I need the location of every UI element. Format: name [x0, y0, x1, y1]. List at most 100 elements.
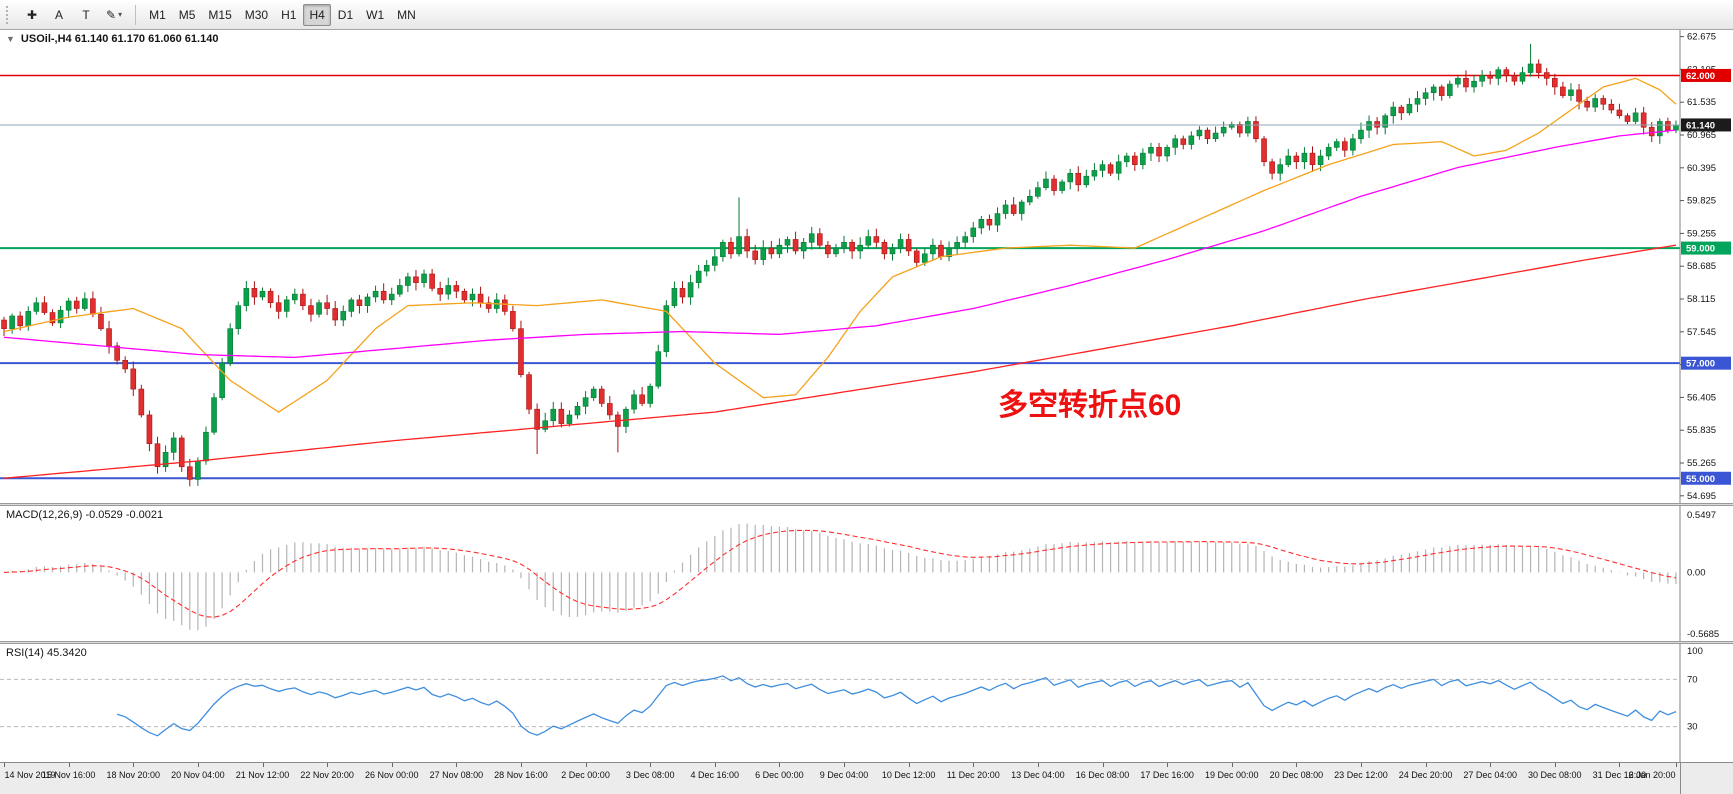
candle: [154, 443, 161, 468]
macd-axis-label: 0.00: [1687, 567, 1706, 578]
candle: [1188, 135, 1195, 145]
candle: [922, 253, 928, 263]
candle: [405, 276, 411, 286]
annotation-text[interactable]: 多空转折点60: [998, 389, 1182, 422]
time-axis[interactable]: 14 Nov 2019 15 Nov 16:00 18 Nov 20:00 20 No…: [0, 762, 1733, 794]
candle: [631, 394, 637, 410]
candle: [784, 239, 791, 246]
text-annotation-button[interactable]: A: [54, 7, 63, 22]
candle: [1035, 187, 1041, 197]
time-tick: [714, 763, 716, 767]
ma-line-MA-fast[interactable]: [3, 77, 1677, 413]
time-tick: [1490, 763, 1492, 767]
candle: [994, 213, 1001, 226]
candle: [445, 285, 452, 295]
candle: [1657, 121, 1663, 137]
time-label: 4 Dec 16:00: [690, 770, 740, 780]
price-badge-label: 62.000: [1686, 71, 1715, 82]
candle: [776, 244, 783, 255]
tf-button-D1[interactable]: D1: [337, 7, 354, 22]
time-label: 20 Nov 04:00: [171, 770, 225, 780]
candle: [316, 302, 322, 315]
candle: [1350, 138, 1356, 151]
candle: [978, 219, 985, 229]
candle: [380, 290, 387, 301]
candle: [1552, 78, 1558, 88]
candle: [235, 305, 242, 329]
time-tick: [520, 763, 522, 767]
text-label-button[interactable]: T: [82, 7, 90, 22]
ma-line-MA-slow[interactable]: [3, 244, 1677, 479]
time-label: 9 Dec 04:00: [819, 770, 869, 780]
price-badge-label: 55.000: [1686, 474, 1715, 485]
toolbar-separator: [135, 4, 137, 25]
candle: [1616, 109, 1623, 117]
tf-button-H1[interactable]: H1: [281, 7, 297, 22]
candle: [1204, 129, 1211, 140]
candle: [17, 315, 23, 327]
time-tick: [1360, 763, 1362, 767]
candle: [744, 236, 750, 252]
time-tick: [1167, 763, 1169, 767]
candle: [219, 362, 225, 398]
price-tick-label: 54.695: [1687, 491, 1716, 502]
crosshair-button[interactable]: ✚: [26, 7, 38, 22]
timeframe-buttons-group: M1 M5 M15 M30 H1 H4 D1 W1 MN: [143, 3, 422, 26]
candle: [1277, 164, 1283, 174]
rsi-axis-label: 70: [1687, 674, 1698, 685]
candle: [938, 244, 944, 258]
candle: [1632, 112, 1639, 122]
tf-button-M30[interactable]: M30: [244, 7, 269, 22]
panel-splitter[interactable]: [0, 503, 1733, 506]
time-tick: [391, 763, 393, 767]
time-tick: [1619, 763, 1621, 767]
time-tick: [1554, 763, 1556, 767]
candle: [1010, 204, 1017, 214]
rsi-axis-label: 30: [1687, 722, 1698, 733]
candle: [1043, 178, 1049, 188]
tf-button-H4[interactable]: H4: [303, 3, 331, 26]
candle: [1471, 80, 1477, 88]
candle: [114, 345, 120, 361]
candle: [1648, 126, 1655, 137]
time-tick: [456, 763, 458, 767]
candle: [897, 239, 904, 249]
candle: [703, 265, 710, 272]
price-badge: [1681, 241, 1731, 255]
one-click-trading-arrow[interactable]: ▼: [6, 34, 15, 44]
candle: [1382, 115, 1388, 128]
tf-button-MN[interactable]: MN: [397, 7, 416, 22]
candle: [1374, 121, 1380, 128]
candle: [849, 242, 855, 252]
time-label: 14 Nov 2019: [4, 770, 56, 780]
tool-buttons-group: ✚ A T ✎ ▾: [19, 4, 128, 26]
draw-objects-button[interactable]: ✎ ▾: [106, 7, 123, 22]
candle: [211, 397, 217, 433]
candle: [1673, 124, 1679, 131]
time-label: 27 Dec 04:00: [1463, 770, 1517, 780]
time-tick: [68, 763, 70, 767]
candle: [130, 368, 137, 390]
candle: [1527, 63, 1534, 73]
candle: [41, 302, 48, 313]
time-tick: [844, 763, 846, 767]
time-label: 10 Dec 12:00: [881, 770, 936, 780]
candle: [1342, 141, 1348, 151]
price-tick-label: 60.395: [1687, 163, 1716, 174]
tf-button-M1[interactable]: M1: [149, 7, 166, 22]
tf-button-W1[interactable]: W1: [366, 7, 385, 22]
toolbar-grip[interactable]: [6, 5, 13, 24]
panel-splitter[interactable]: [0, 641, 1733, 644]
candle: [413, 276, 419, 283]
candle: [178, 437, 185, 468]
price-tick-label: 60.965: [1687, 130, 1716, 141]
candle: [728, 242, 734, 255]
macd-histogram: [11, 523, 1677, 631]
candle: [1301, 152, 1308, 163]
rsi-panel: RSI(14) 45.3420 100 70 30: [0, 644, 1733, 762]
tf-button-M15[interactable]: M15: [208, 7, 232, 22]
candle: [800, 242, 807, 252]
tf-button-M5[interactable]: M5: [178, 7, 196, 22]
ma-line-MA-mid[interactable]: [3, 129, 1677, 359]
